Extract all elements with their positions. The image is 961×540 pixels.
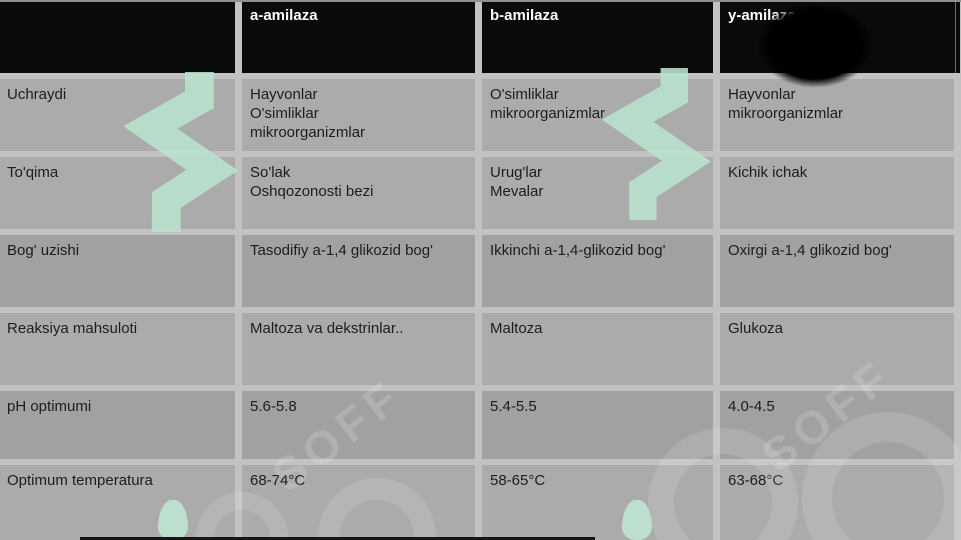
table-cell: Oxirgi a-1,4 glikozid bog': [720, 235, 960, 307]
table-cell: O'simliklar mikroorganizmlar: [482, 79, 713, 151]
row-label-bog-uzishi: Bog' uzishi: [0, 235, 235, 307]
row-label-uchraydi: Uchraydi: [0, 79, 235, 151]
table-cell: 5.6-5.8: [242, 391, 475, 459]
row-label-ph-optimumi: pH optimumi: [0, 391, 235, 459]
top-edge-line: [0, 0, 961, 2]
table-cell: Kichik ichak: [720, 157, 960, 229]
table-cell: 5.4-5.5: [482, 391, 713, 459]
column-header-y-amilaza: y-amilaza: [720, 0, 960, 73]
table-cell: 4.0-4.5: [720, 391, 960, 459]
column-header-a-amilaza: a-amilaza: [242, 0, 475, 73]
row-label-optimum-temperatura: Optimum temperatura: [0, 465, 235, 540]
column-header-empty: [0, 0, 235, 73]
table-cell: Tasodifiy a-1,4 glikozid bog': [242, 235, 475, 307]
table-cell: 58-65°C: [482, 465, 713, 540]
table-cell: 63-68°C: [720, 465, 960, 540]
table-cell: Hayvonlar O'simliklar mikroorganizmlar: [242, 79, 475, 151]
table-cell: Glukoza: [720, 313, 960, 385]
table-cell: Maltoza: [482, 313, 713, 385]
table-cell: 68-74°C: [242, 465, 475, 540]
table-cell: Hayvonlar mikroorganizmlar: [720, 79, 960, 151]
table-cell: Urug'lar Mevalar: [482, 157, 713, 229]
column-header-b-amilaza: b-amilaza: [482, 0, 713, 73]
table-cell: So'lak Oshqozonosti bezi: [242, 157, 475, 229]
table-cell: Ikkinchi a-1,4-glikozid bog': [482, 235, 713, 307]
bottom-edge-bar: [80, 537, 595, 540]
table-cell: Maltoza va dekstrinlar..: [242, 313, 475, 385]
row-label-reaksiya-mahsuloti: Reaksiya mahsuloti: [0, 313, 235, 385]
row-label-toqima: To'qima: [0, 157, 235, 229]
